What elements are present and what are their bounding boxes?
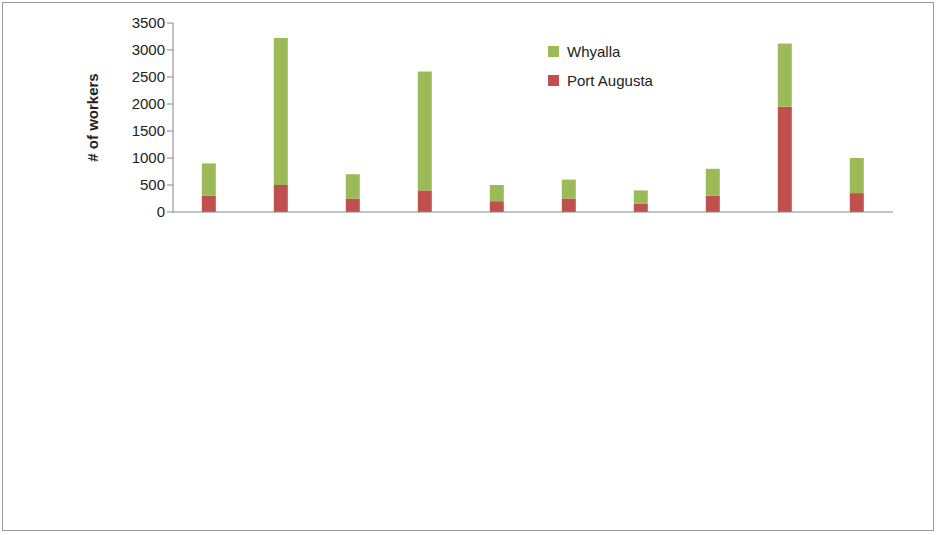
svg-text:2000: 2000 (132, 95, 165, 112)
html-text:Whyalla: Whyalla (567, 43, 621, 60)
svg-text:500: 500 (140, 176, 165, 193)
svg-text:2500: 2500 (132, 68, 165, 85)
svg-text:# of workers: # of workers (84, 73, 101, 161)
html-text:Port Augusta: Port Augusta (567, 72, 653, 89)
svg-text:1000: 1000 (132, 149, 165, 166)
svg-text:1500: 1500 (132, 122, 165, 139)
svg-text:3500: 3500 (132, 14, 165, 31)
svg-text:3000: 3000 (132, 41, 165, 58)
svg-text:0: 0 (157, 203, 165, 220)
